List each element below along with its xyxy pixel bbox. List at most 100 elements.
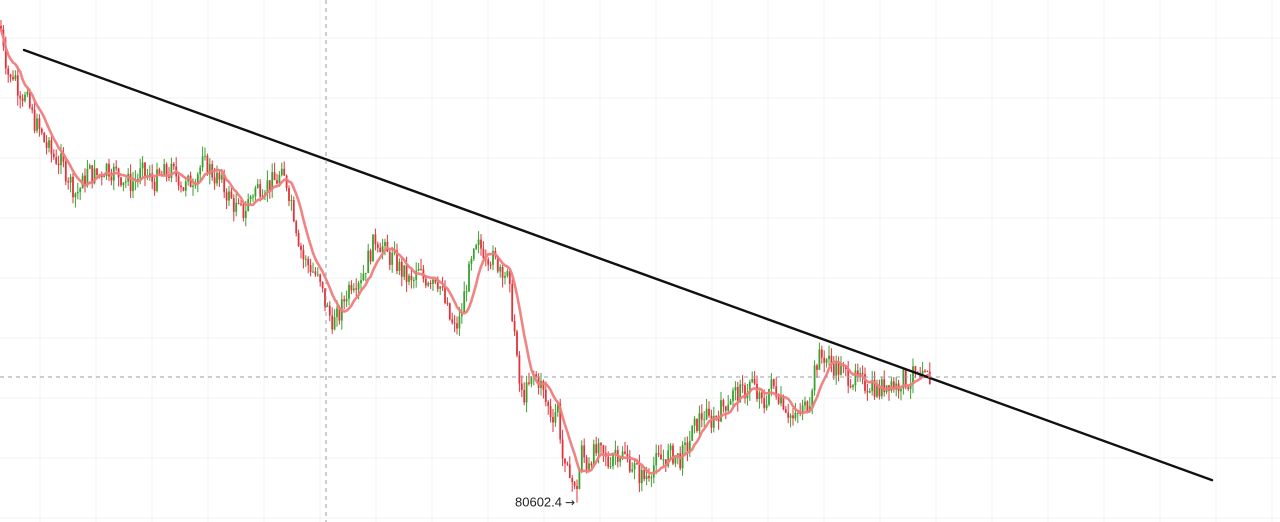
trendline[interactable] <box>22 48 1214 482</box>
candle-up <box>403 265 406 277</box>
candle-up <box>525 382 528 403</box>
candle-down <box>624 451 626 454</box>
candle-down <box>806 401 809 412</box>
candle-up <box>578 470 581 489</box>
candle-down <box>451 319 454 323</box>
candle-up <box>184 181 187 191</box>
candle-down <box>564 458 566 464</box>
moving-average-line <box>0 28 932 475</box>
candle-up <box>765 404 768 409</box>
candle-up <box>280 168 283 175</box>
candle-down <box>151 173 154 182</box>
candle-up <box>852 385 854 388</box>
candle-down <box>595 444 598 454</box>
candle-down <box>283 168 286 176</box>
candle-up <box>734 387 737 391</box>
candle-up <box>688 440 691 451</box>
candle-up <box>684 442 686 445</box>
candle-up <box>312 271 314 273</box>
candle-up <box>103 175 106 178</box>
candle-up <box>254 187 257 197</box>
candle-down <box>441 286 444 288</box>
candle-up <box>139 168 142 179</box>
candle-down <box>292 200 295 222</box>
candle-up <box>336 308 338 318</box>
candle-up <box>216 172 218 184</box>
candle-up <box>854 370 857 386</box>
candle-down <box>434 279 437 283</box>
candle-down <box>115 166 118 169</box>
candle-up <box>705 408 708 420</box>
candle-up <box>88 165 91 169</box>
candle-up <box>492 250 494 265</box>
candle-up <box>352 288 355 291</box>
candle-down <box>576 485 578 489</box>
candle-up <box>36 118 38 131</box>
candle-up <box>333 317 336 330</box>
candle-down <box>544 389 547 402</box>
candle-up <box>124 181 127 183</box>
candle-up <box>357 283 360 290</box>
candle-up <box>619 458 622 462</box>
candle-down <box>120 177 122 186</box>
candle-down <box>259 184 262 197</box>
candle-up <box>712 415 715 428</box>
candle-down <box>110 176 113 181</box>
candle-up <box>79 188 82 192</box>
low-price-label: 80602.4 <box>515 495 562 510</box>
candle-down <box>350 284 353 291</box>
candle-up <box>868 391 871 393</box>
candle-up <box>835 361 838 376</box>
candle-up <box>499 267 502 272</box>
candle-up <box>804 401 806 406</box>
candle-up <box>408 275 410 282</box>
candle-down <box>302 249 305 260</box>
candle-down <box>38 118 41 129</box>
candle-up <box>698 413 701 431</box>
candle-up <box>86 168 89 186</box>
candle-up <box>196 174 199 185</box>
candle-up <box>74 193 77 198</box>
candle-down <box>225 192 228 201</box>
candle-down <box>700 413 703 420</box>
candle-up <box>770 379 773 389</box>
candle-up <box>504 276 506 278</box>
candle-down <box>343 299 346 302</box>
candle-up <box>252 196 254 198</box>
candle-up <box>14 75 17 80</box>
candle-down <box>686 442 689 451</box>
candle-down <box>28 91 31 108</box>
candle-down <box>232 198 235 212</box>
candle-down <box>873 379 876 397</box>
candle-down <box>830 355 833 365</box>
candle-down <box>19 95 22 99</box>
candle-down <box>760 392 763 399</box>
candle-down <box>33 109 36 131</box>
candle-down <box>715 415 718 417</box>
candle-down <box>866 391 869 393</box>
candle-down <box>420 269 422 271</box>
candle-down <box>268 180 271 191</box>
candle-down <box>820 349 823 358</box>
candle-down <box>775 386 778 397</box>
candle-up <box>633 463 636 470</box>
candle-down <box>410 275 413 281</box>
candle-down <box>892 381 895 390</box>
candle-down <box>52 153 55 158</box>
candle-down <box>528 382 530 384</box>
candle-up <box>122 182 125 186</box>
candle-down <box>273 172 276 181</box>
candle-up <box>592 444 595 466</box>
trendline-layer[interactable] <box>22 48 1214 482</box>
candle-up <box>739 384 742 403</box>
candle-down <box>864 374 866 392</box>
candle-down <box>672 445 674 464</box>
candle-up <box>266 180 269 194</box>
candle-down <box>792 415 794 419</box>
candle-down <box>288 188 290 202</box>
candle-up <box>460 312 463 317</box>
candle-up <box>477 239 480 246</box>
candle-up <box>170 163 173 178</box>
